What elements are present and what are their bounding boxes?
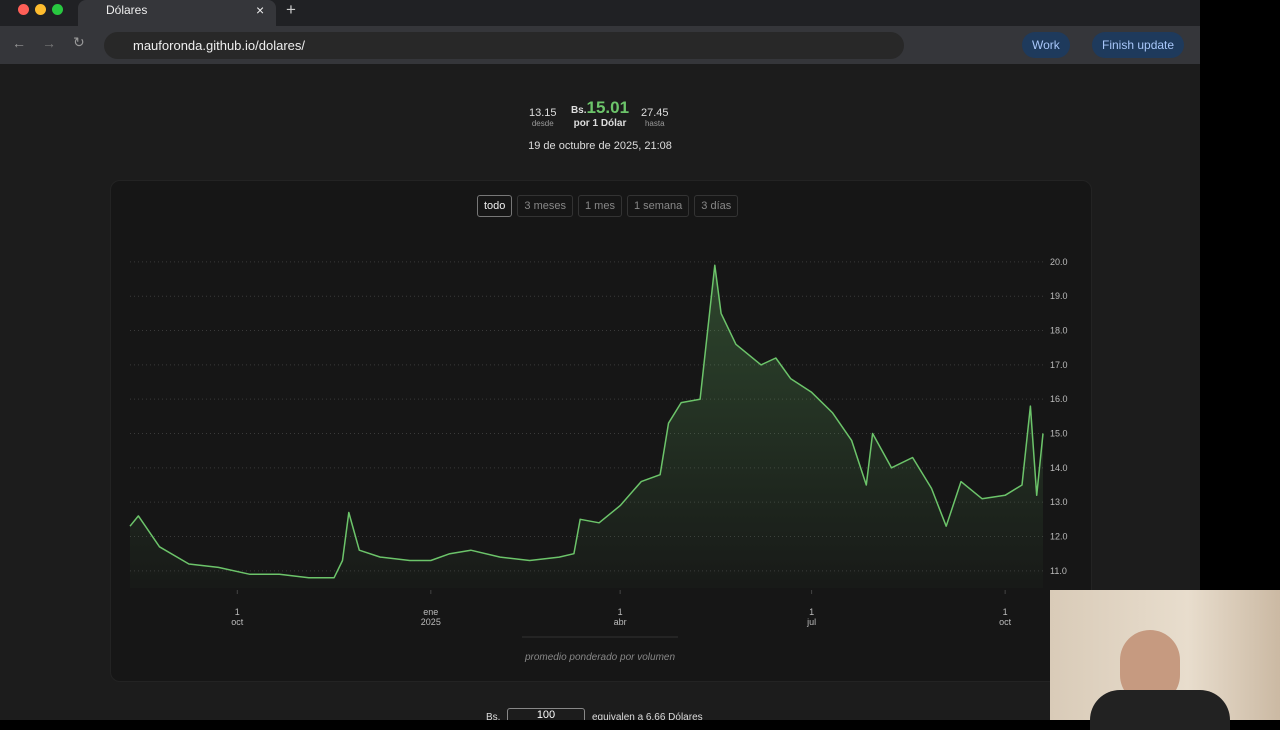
high-label: hasta — [644, 119, 665, 128]
area — [130, 265, 1043, 588]
tab[interactable]: Dólares × — [78, 0, 276, 26]
zoom-dot[interactable] — [52, 4, 63, 15]
x-tick-label: jul — [806, 617, 816, 627]
shirt — [1090, 690, 1230, 730]
y-tick-label: 12.0 — [1050, 532, 1068, 542]
range-button[interactable]: 3 días — [694, 195, 739, 217]
back[interactable]: ← — [12, 35, 26, 51]
y-tick-label: 15.0 — [1050, 429, 1068, 439]
range-button[interactable]: 1 semana — [626, 195, 690, 217]
y-tick-label: 11.0 — [1050, 566, 1067, 576]
y-tick-label: 17.0 — [1050, 360, 1068, 370]
x-tick-label: 2025 — [421, 617, 441, 627]
chart-card — [110, 180, 1092, 682]
converter-result: equivalen a 6.66 Dólares — [592, 712, 703, 720]
profile[interactable]: Work — [1022, 32, 1070, 58]
range-button[interactable]: todo — [477, 195, 513, 217]
timestamp: 19 de octubre de 2025, 21:08 — [528, 140, 672, 152]
low: 13.15 — [529, 107, 557, 119]
x-tick-label: 1 — [1003, 607, 1008, 617]
y-tick-label: 14.0 — [1050, 463, 1068, 473]
range-button[interactable]: 1 mes — [578, 195, 622, 217]
tab-strip: Dólares × + — [0, 0, 1200, 26]
caption: promedio ponderado por volumen — [524, 652, 676, 663]
x-tick-label: abr — [614, 617, 627, 627]
reload[interactable]: ↻ — [73, 34, 85, 50]
x-tick-label: 1 — [235, 607, 240, 617]
rate-label: por 1 Dólar — [573, 118, 627, 129]
y-tick-label: 13.0 — [1050, 497, 1068, 507]
close-dot[interactable] — [18, 4, 29, 15]
high: 27.45 — [641, 107, 669, 119]
address-bar[interactable]: mauforonda.github.io/dolares/ — [104, 32, 904, 59]
x-tick-label: oct — [231, 617, 244, 627]
new-tab[interactable]: + — [286, 0, 296, 19]
chart: promedio ponderado por volumen 11.0 12.0 1… — [129, 257, 1068, 663]
line — [129, 264, 1044, 579]
url: mauforonda.github.io/dolares/ — [133, 38, 306, 53]
high-block: 27.45 hasta — [641, 107, 669, 128]
amount-input[interactable]: 100 — [507, 708, 585, 720]
low-block: 13.15 desde — [529, 107, 557, 128]
tab-close[interactable]: × — [256, 2, 265, 18]
x-tick-label: oct — [999, 617, 1012, 627]
webcam-overlay — [1050, 590, 1280, 730]
converter-currency: Bs. — [486, 712, 501, 720]
low-label: desde — [531, 119, 554, 128]
update-button[interactable]: Finish update — [1092, 32, 1185, 58]
currency: Bs. — [570, 105, 587, 116]
range-buttons: todo 3 meses 1 mes 1 semana 3 días — [477, 195, 739, 217]
y-tick-label: 16.0 — [1050, 394, 1068, 404]
y-tick-label: 19.0 — [1050, 291, 1068, 301]
x-tick-label: ene — [423, 607, 438, 617]
range-button[interactable]: 3 meses — [517, 195, 573, 217]
rate-block: Bs.15.01 por 1 Dólar — [568, 98, 632, 129]
browser-window: Dólares × + ← → ↻ ☆ Work Finish update m… — [0, 0, 1200, 720]
forward[interactable]: → — [42, 35, 56, 51]
minimize-dot[interactable] — [35, 4, 46, 15]
rate: 15.01 — [586, 98, 630, 117]
x-tick-label: 1 — [809, 607, 814, 617]
tab-title: Dólares — [106, 3, 148, 17]
y-tick-label: 20.0 — [1050, 257, 1068, 267]
x-tick-label: 1 — [618, 607, 623, 617]
y-tick-label: 18.0 — [1050, 326, 1068, 336]
